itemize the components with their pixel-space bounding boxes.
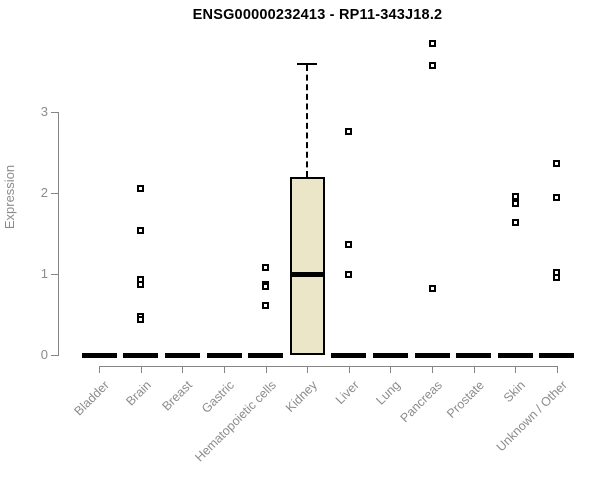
outlier-point (511, 200, 519, 208)
flat-box (248, 352, 284, 358)
x-tick (140, 366, 142, 373)
x-tick (515, 366, 517, 373)
flat-box (539, 352, 575, 358)
median-line (289, 271, 325, 277)
outlier-point (262, 302, 270, 310)
flat-box (164, 352, 200, 358)
x-axis-line (98, 366, 558, 367)
outlier-point (345, 270, 353, 278)
flat-box (331, 352, 367, 358)
x-tick (224, 366, 225, 373)
y-tick-label: 1 (40, 266, 48, 281)
x-tick (307, 366, 309, 373)
x-tick (556, 366, 558, 373)
y-tick-label: 3 (40, 104, 48, 119)
x-tick (432, 366, 433, 373)
outlier-point (511, 192, 519, 200)
y-axis-line (57, 112, 59, 356)
y-tick-label: 2 (40, 185, 48, 200)
outlier-point (137, 226, 145, 234)
outlier-point (428, 39, 436, 47)
y-tick (50, 193, 58, 194)
x-tick (265, 366, 267, 373)
x-tick (348, 366, 350, 373)
outlier-point (345, 127, 353, 135)
box-body (289, 176, 325, 355)
outlier-point (428, 285, 436, 293)
outlier-point (137, 315, 145, 323)
y-tick (50, 274, 58, 275)
x-tick (390, 366, 392, 373)
y-tick-label: 0 (40, 347, 48, 362)
outlier-point (428, 61, 436, 69)
flat-box (497, 352, 533, 358)
y-tick (50, 112, 58, 113)
outlier-point (511, 218, 519, 226)
flat-box (81, 352, 117, 358)
outlier-point (137, 281, 145, 289)
flat-box (414, 352, 450, 358)
flat-box (123, 352, 159, 358)
outlier-point (553, 160, 561, 168)
outlier-point (262, 264, 270, 272)
whisker-cap (297, 63, 318, 66)
chart-title: ENSG00000232413 - RP11-343J18.2 (192, 7, 443, 23)
x-tick (99, 366, 101, 373)
outlier-point (553, 273, 561, 281)
x-tick (473, 366, 475, 373)
y-tick (50, 355, 58, 356)
outlier-point (262, 283, 270, 291)
whisker (306, 65, 309, 177)
flat-box (372, 352, 408, 358)
outlier-point (553, 193, 561, 201)
flat-box (206, 352, 242, 358)
outlier-point (345, 241, 353, 249)
outlier-point (137, 184, 145, 192)
x-tick (182, 366, 184, 373)
flat-box (456, 352, 492, 358)
